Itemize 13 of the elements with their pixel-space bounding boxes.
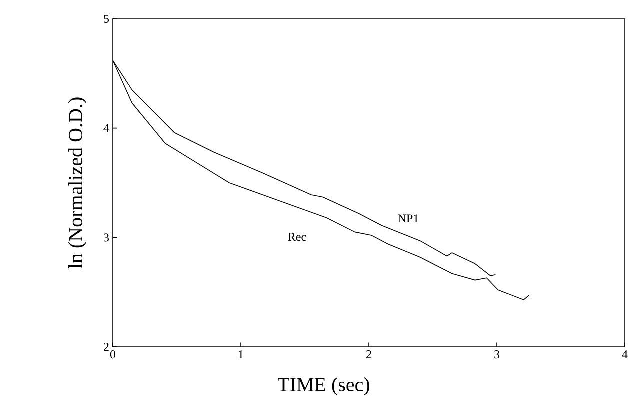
x-tick-label: 1	[239, 350, 244, 358]
series-label: NP1	[398, 214, 418, 223]
y-tick-label: 3	[104, 234, 110, 242]
x-axis-title: TIME (sec)	[278, 377, 370, 396]
x-tick-label: 3	[494, 350, 500, 359]
x-tick-label: 2	[366, 350, 372, 358]
x-tick-label: 0	[110, 350, 116, 359]
x-tick-label: 4	[622, 350, 628, 358]
series-label: Rec	[288, 233, 306, 242]
y-axis-title: ln (Normalized O.D.)	[68, 98, 87, 269]
y-tick-label: 2	[104, 343, 109, 351]
y-tick-label: 4	[104, 124, 110, 132]
y-tick-label: 5	[104, 15, 110, 23]
